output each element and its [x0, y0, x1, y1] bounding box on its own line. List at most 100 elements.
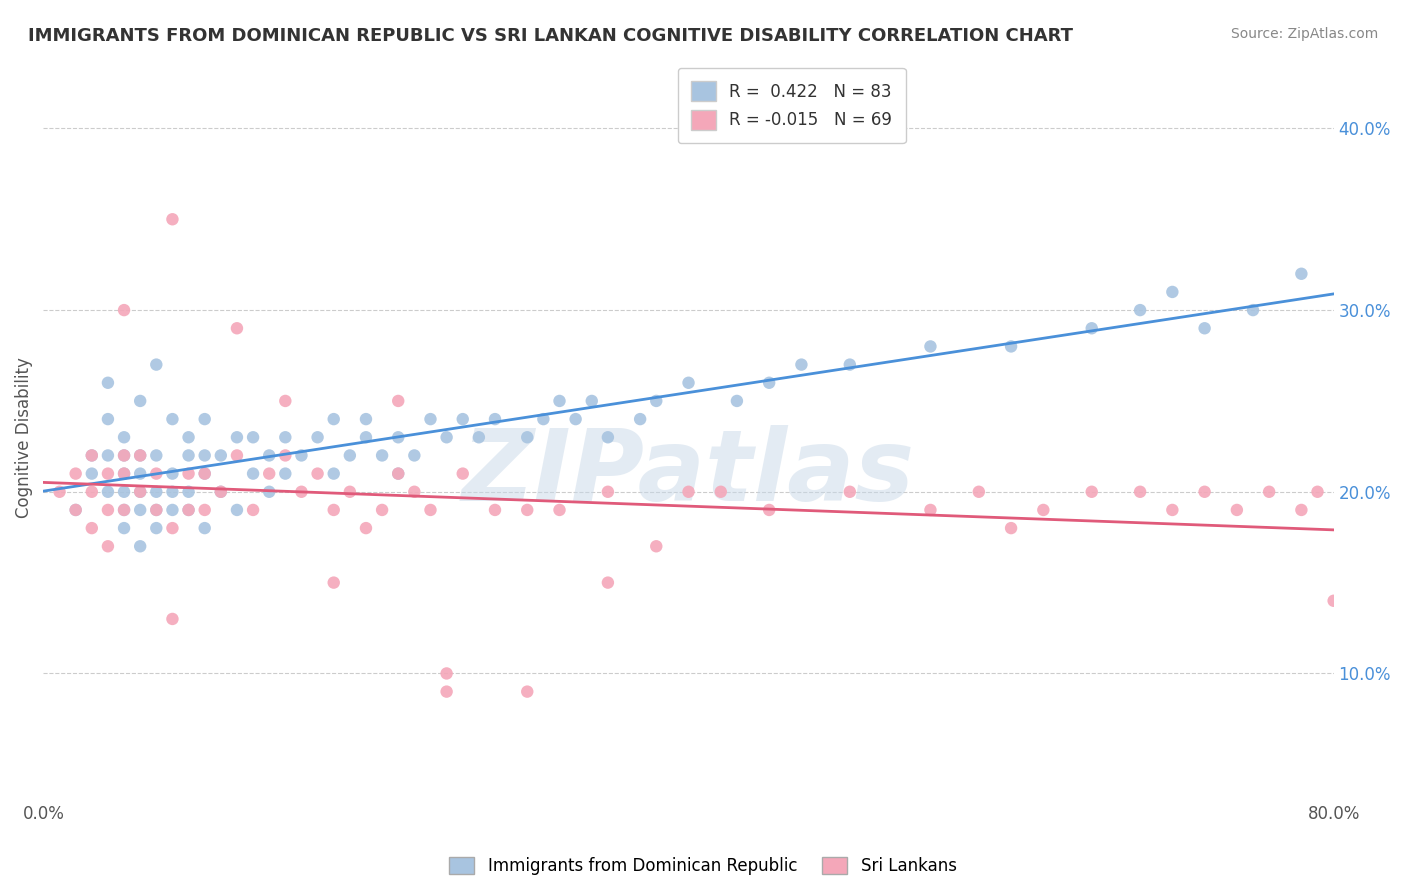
Point	[129, 449, 152, 463]
Point	[1194, 484, 1216, 499]
Point	[145, 449, 167, 463]
Point	[1080, 484, 1102, 499]
Point	[1291, 503, 1313, 517]
Point	[1000, 339, 1022, 353]
Point	[339, 449, 361, 463]
Point	[1161, 285, 1184, 299]
Point	[257, 467, 280, 481]
Point	[628, 412, 651, 426]
Point	[564, 412, 586, 426]
Point	[80, 521, 103, 535]
Point	[596, 575, 619, 590]
Point	[274, 393, 297, 408]
Point	[1258, 484, 1281, 499]
Point	[838, 484, 860, 499]
Point	[548, 503, 571, 517]
Point	[1226, 503, 1249, 517]
Point	[129, 484, 152, 499]
Y-axis label: Cognitive Disability: Cognitive Disability	[15, 357, 32, 517]
Point	[1032, 503, 1054, 517]
Point	[162, 612, 184, 626]
Point	[209, 484, 232, 499]
Point	[436, 684, 458, 698]
Point	[112, 503, 135, 517]
Text: Source: ZipAtlas.com: Source: ZipAtlas.com	[1230, 27, 1378, 41]
Point	[1161, 503, 1184, 517]
Point	[65, 467, 87, 481]
Point	[1080, 321, 1102, 335]
Point	[226, 449, 249, 463]
Point	[177, 484, 200, 499]
Text: IMMIGRANTS FROM DOMINICAN REPUBLIC VS SRI LANKAN COGNITIVE DISABILITY CORRELATIO: IMMIGRANTS FROM DOMINICAN REPUBLIC VS SR…	[28, 27, 1073, 45]
Point	[65, 503, 87, 517]
Point	[242, 430, 264, 444]
Point	[516, 684, 538, 698]
Point	[516, 430, 538, 444]
Point	[129, 503, 152, 517]
Point	[112, 449, 135, 463]
Point	[516, 503, 538, 517]
Point	[145, 484, 167, 499]
Point	[322, 467, 344, 481]
Point	[1323, 594, 1346, 608]
Point	[177, 430, 200, 444]
Point	[307, 430, 329, 444]
Point	[322, 503, 344, 517]
Point	[920, 339, 942, 353]
Point	[419, 412, 441, 426]
Point	[48, 484, 70, 499]
Point	[97, 412, 120, 426]
Point	[209, 449, 232, 463]
Point	[80, 449, 103, 463]
Point	[1306, 484, 1329, 499]
Point	[758, 376, 780, 390]
Point	[1129, 303, 1152, 318]
Point	[531, 412, 554, 426]
Point	[387, 393, 409, 408]
Point	[290, 484, 312, 499]
Point	[1291, 267, 1313, 281]
Point	[242, 467, 264, 481]
Point	[112, 484, 135, 499]
Point	[257, 484, 280, 499]
Point	[274, 467, 297, 481]
Point	[436, 666, 458, 681]
Point	[194, 412, 217, 426]
Point	[162, 467, 184, 481]
Point	[209, 484, 232, 499]
Point	[484, 503, 506, 517]
Point	[354, 521, 377, 535]
Point	[290, 449, 312, 463]
Point	[162, 484, 184, 499]
Point	[548, 393, 571, 408]
Point	[226, 430, 249, 444]
Point	[419, 503, 441, 517]
Point	[371, 449, 394, 463]
Point	[80, 449, 103, 463]
Point	[112, 467, 135, 481]
Point	[725, 393, 748, 408]
Point	[194, 467, 217, 481]
Point	[97, 449, 120, 463]
Point	[129, 539, 152, 553]
Point	[177, 449, 200, 463]
Point	[451, 412, 474, 426]
Point	[404, 484, 426, 499]
Point	[226, 503, 249, 517]
Point	[1194, 321, 1216, 335]
Point	[354, 430, 377, 444]
Point	[129, 467, 152, 481]
Point	[920, 503, 942, 517]
Point	[112, 503, 135, 517]
Point	[581, 393, 603, 408]
Point	[162, 503, 184, 517]
Point	[145, 521, 167, 535]
Point	[97, 467, 120, 481]
Point	[838, 358, 860, 372]
Point	[596, 484, 619, 499]
Point	[112, 521, 135, 535]
Point	[1129, 484, 1152, 499]
Point	[145, 503, 167, 517]
Point	[274, 449, 297, 463]
Point	[177, 467, 200, 481]
